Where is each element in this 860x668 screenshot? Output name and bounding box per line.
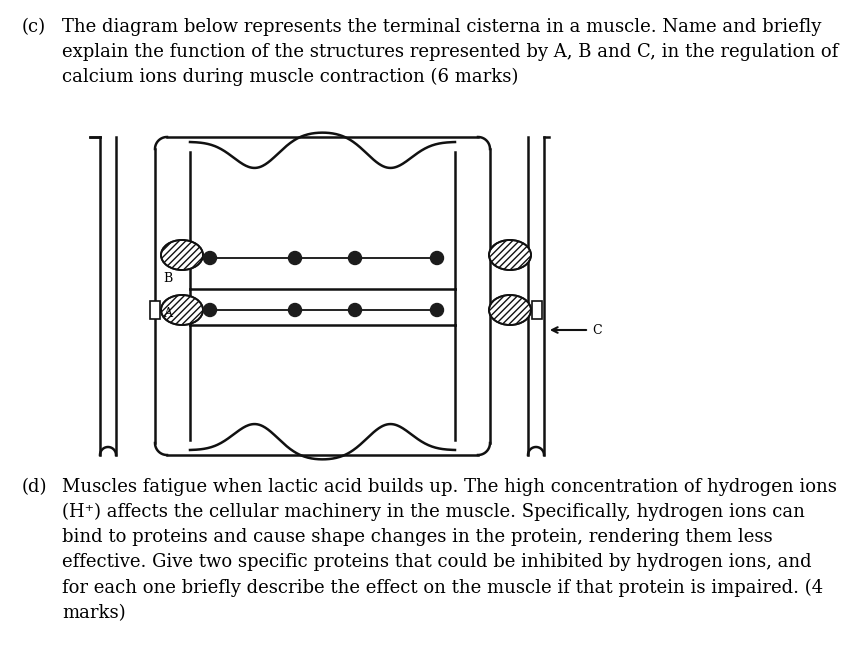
Circle shape: [348, 303, 361, 317]
Text: (c): (c): [22, 18, 46, 36]
Circle shape: [348, 251, 361, 265]
Circle shape: [288, 251, 302, 265]
Ellipse shape: [161, 240, 203, 270]
Text: B: B: [163, 272, 172, 285]
Text: A: A: [163, 307, 172, 320]
Circle shape: [431, 303, 444, 317]
Text: Muscles fatigue when lactic acid builds up. The high concentration of hydrogen i: Muscles fatigue when lactic acid builds …: [62, 478, 837, 622]
Ellipse shape: [489, 240, 531, 270]
Circle shape: [288, 303, 302, 317]
Ellipse shape: [489, 295, 531, 325]
Circle shape: [431, 251, 444, 265]
Text: The diagram below represents the terminal cisterna in a muscle. Name and briefly: The diagram below represents the termina…: [62, 18, 838, 86]
Text: (d): (d): [22, 478, 47, 496]
Bar: [532, 301, 542, 319]
Bar: [150, 301, 160, 319]
Ellipse shape: [161, 295, 203, 325]
Circle shape: [204, 303, 217, 317]
Text: C: C: [592, 323, 602, 337]
Circle shape: [204, 251, 217, 265]
